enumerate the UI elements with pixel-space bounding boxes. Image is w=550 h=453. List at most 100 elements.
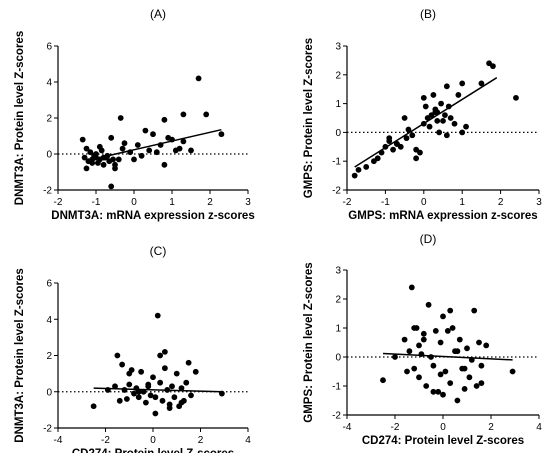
data-point	[513, 94, 519, 101]
data-point	[135, 388, 142, 395]
x-tick-label: 3	[245, 197, 251, 208]
data-point	[180, 138, 187, 145]
x-tick-label: -2	[54, 197, 63, 208]
data-point	[404, 368, 410, 375]
data-point	[380, 377, 386, 384]
data-point	[406, 348, 413, 355]
data-point	[447, 307, 454, 314]
data-point	[79, 136, 86, 143]
y-tick-label: -2	[43, 186, 52, 197]
data-point	[464, 345, 470, 352]
data-point	[442, 112, 448, 119]
x-axis-title: CD274: Protein level Z-scores	[72, 448, 234, 453]
data-point	[420, 94, 427, 101]
x-tick-label: 1	[459, 197, 465, 208]
data-point	[401, 115, 408, 121]
data-point	[112, 161, 118, 168]
data-point	[183, 379, 190, 386]
data-point	[423, 383, 430, 389]
x-tick-label: -4	[343, 422, 352, 433]
data-point	[411, 365, 418, 372]
data-point	[87, 149, 94, 156]
data-point	[466, 374, 473, 381]
data-point	[447, 115, 454, 121]
x-tick-label: -2	[101, 435, 110, 446]
data-point	[121, 140, 128, 147]
data-point	[438, 100, 444, 107]
data-point	[188, 147, 194, 154]
data-point	[89, 160, 96, 166]
data-point	[188, 392, 194, 399]
regression-line	[93, 387, 222, 393]
data-point	[108, 134, 115, 141]
data-point	[161, 116, 168, 123]
data-point	[166, 405, 173, 411]
data-point	[413, 146, 420, 153]
data-point	[408, 284, 415, 291]
data-point	[218, 131, 225, 138]
data-point	[463, 123, 469, 130]
data-point	[351, 172, 358, 179]
data-point	[83, 165, 90, 172]
data-point	[150, 374, 156, 381]
panel-label: (A)	[150, 7, 166, 21]
data-point	[145, 381, 152, 388]
y-axis-title: DNMT3A: Protein level Z-scores	[14, 268, 26, 442]
data-point	[154, 312, 161, 319]
data-point	[447, 380, 454, 386]
data-point	[437, 371, 444, 378]
data-point	[83, 145, 90, 152]
y-tick-label: 0	[46, 387, 52, 398]
data-point	[449, 325, 456, 331]
y-tick-label: -1	[332, 157, 341, 168]
x-axis-title: GMPS: mRNA expression z-scores	[348, 210, 537, 222]
y-tick-label: 4	[46, 315, 52, 326]
data-point	[440, 313, 446, 320]
data-point	[173, 370, 180, 377]
panel-label: (C)	[150, 244, 167, 258]
data-point	[444, 328, 451, 334]
y-tick-label: 1	[335, 324, 341, 335]
data-point	[142, 127, 149, 134]
x-tick-label: 0	[421, 197, 427, 208]
data-point	[178, 385, 185, 392]
data-point	[459, 80, 466, 87]
data-point	[428, 354, 434, 360]
y-tick-label: 2	[46, 114, 52, 125]
data-point	[440, 117, 446, 124]
scatter-panel: (A) -2 -1 0 1 2 3 -2 0 2 4 6 DNMT3A: mRNA expression…	[14, 7, 255, 222]
data-point	[185, 359, 192, 366]
x-tick-label: 2	[488, 422, 494, 433]
data-point	[405, 126, 412, 133]
regression-line	[354, 77, 498, 168]
data-point	[413, 155, 420, 162]
data-point	[401, 336, 408, 343]
data-point	[81, 154, 88, 161]
data-point	[455, 92, 462, 98]
data-point	[100, 161, 107, 168]
y-tick-label: -2	[332, 411, 341, 422]
data-point	[203, 111, 210, 118]
data-point	[110, 156, 116, 163]
data-point	[171, 394, 178, 401]
data-point	[478, 362, 485, 369]
data-point	[432, 109, 439, 116]
y-tick-label: -2	[332, 186, 341, 197]
data-point	[430, 388, 437, 395]
x-tick-label: 3	[536, 197, 542, 208]
data-point	[180, 111, 187, 118]
data-point	[161, 348, 168, 355]
data-point	[420, 330, 427, 337]
data-point	[432, 328, 439, 334]
data-point	[426, 123, 433, 130]
y-tick-label: 6	[46, 42, 52, 53]
x-tick-label: 2	[498, 197, 504, 208]
data-point	[121, 387, 128, 393]
data-point	[390, 146, 396, 153]
data-point	[436, 129, 443, 136]
scatter-panel: (B) -2 -1 0 1 2 3 -2 -1 0 1 2 3 GMPS: mRNA expression…	[303, 7, 542, 222]
data-point	[135, 394, 142, 401]
data-point	[437, 339, 444, 346]
x-tick-label: 4	[536, 422, 542, 433]
